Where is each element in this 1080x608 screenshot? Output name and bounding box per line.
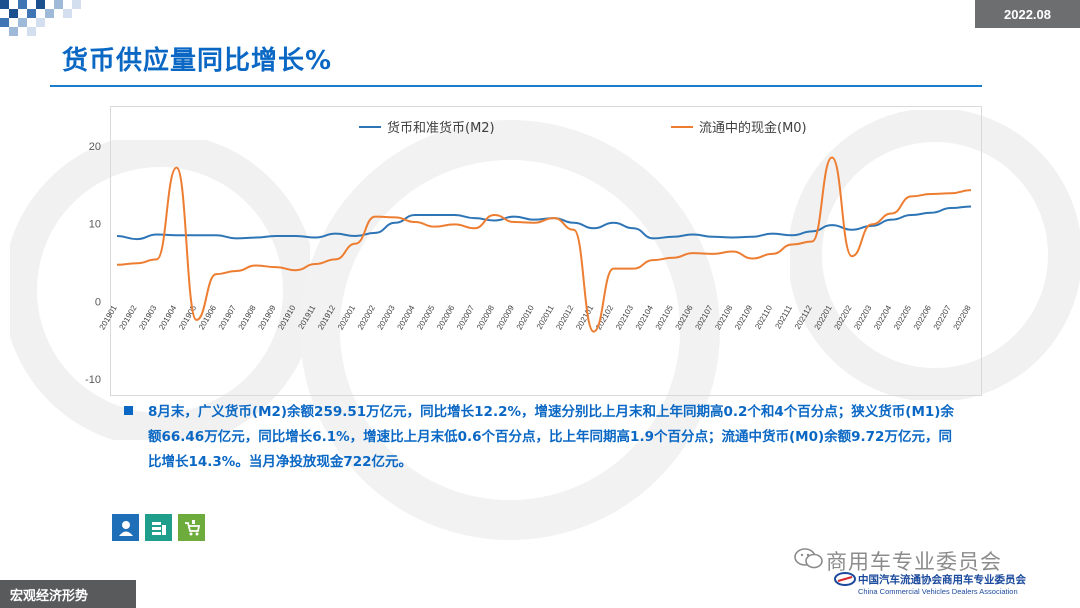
x-tick-label: 202112: [793, 303, 814, 331]
y-tick-label: 20: [89, 141, 101, 153]
series-line-m2: [116, 205, 972, 241]
x-tick-label: 202205: [892, 303, 913, 331]
x-tick-label: 202109: [733, 303, 754, 331]
x-tick-label: 202104: [634, 303, 655, 331]
x-tick-label: 202003: [376, 303, 397, 331]
x-tick-label: 202202: [832, 303, 853, 331]
x-tick-label: 202111: [773, 303, 794, 330]
person-icon: [112, 514, 139, 541]
section-label: 宏观经济形势: [0, 580, 136, 608]
x-tick-label: 202208: [952, 303, 973, 331]
x-tick-label: 202204: [872, 303, 893, 331]
x-tick-label: 201907: [217, 303, 238, 331]
x-tick-label: 202002: [356, 303, 377, 331]
series-line-m0: [116, 156, 972, 333]
x-tick-label: 201911: [296, 303, 317, 331]
x-tick-label: 201912: [316, 303, 337, 331]
x-tick-label: 202004: [395, 303, 416, 331]
title-divider: [50, 85, 982, 87]
watermark-seal-center: [300, 120, 720, 540]
x-tick-label: 202008: [475, 303, 496, 331]
x-tick-label: 202108: [713, 303, 734, 331]
watermark-seal-left: [10, 140, 310, 440]
page-title: 货币供应量同比增长%: [62, 46, 333, 76]
x-tick-label: 201910: [276, 303, 297, 331]
note-bullet: [124, 406, 133, 415]
watermark-seal-right: [790, 110, 1080, 400]
x-tick-label: 202101: [574, 303, 595, 331]
x-tick-label: 202201: [813, 303, 834, 331]
money-stack-icon: [145, 514, 172, 541]
x-tick-label: 202011: [535, 303, 556, 331]
x-tick-label: 202206: [912, 303, 933, 331]
date-badge: 2022.08: [975, 0, 1080, 28]
x-tick-label: 201904: [157, 303, 178, 331]
x-tick-label: 201903: [137, 303, 158, 331]
x-tick-label: 202009: [495, 303, 516, 331]
x-tick-label: 202203: [852, 303, 873, 331]
y-tick-label: 0: [95, 296, 101, 308]
x-tick-label: 202103: [614, 303, 635, 331]
x-tick-label: 202012: [554, 303, 575, 331]
x-tick-label: 202105: [654, 303, 675, 331]
x-tick-label: 202010: [515, 303, 536, 331]
x-tick-label: 201908: [237, 303, 258, 331]
icon-row: [112, 514, 205, 541]
chart-frame: -10 0 10 20 201901 201902 201903 201904 201905 20…: [85, 106, 982, 396]
association-block: 中国汽车流通协会商用车专业委员会 China Commercial Vehicl…: [858, 572, 1068, 596]
x-tick-label: 202007: [455, 303, 476, 331]
association-name-cn: 中国汽车流通协会商用车专业委员会: [858, 574, 1026, 586]
wechat-account-label: 商用车专业委员会: [826, 550, 1002, 574]
x-tick-label: 202106: [674, 303, 695, 331]
wechat-icon: [794, 548, 823, 569]
x-tick-label: 202107: [693, 303, 714, 331]
y-tick-label: -10: [85, 374, 101, 386]
x-tick-label: 201909: [256, 303, 277, 331]
corner-checker-decoration: [0, 0, 81, 36]
legend-label: 货币和准货币(M2): [387, 120, 495, 136]
association-logo-icon: [834, 572, 856, 586]
cart-icon: [178, 514, 205, 541]
note-paragraph: 8月末，广义货币(M2)余额259.51万亿元，同比增长12.2%，增速分别比上…: [148, 404, 954, 470]
y-tick-label: 10: [89, 219, 101, 231]
legend-label: 流通中的现金(M0): [699, 120, 807, 136]
x-tick-label: 202005: [415, 303, 436, 331]
x-tick-label: 202006: [435, 303, 456, 331]
x-tick-label: 202207: [932, 303, 953, 331]
x-tick-label: 202001: [336, 303, 357, 331]
x-tick-label: 201902: [117, 303, 138, 331]
money-supply-line-chart: -100102020190120190220190320190420190520…: [85, 120, 973, 386]
association-name-en: China Commercial Vehicles Dealers Associ…: [858, 587, 1018, 596]
x-tick-label: 202110: [753, 303, 774, 331]
